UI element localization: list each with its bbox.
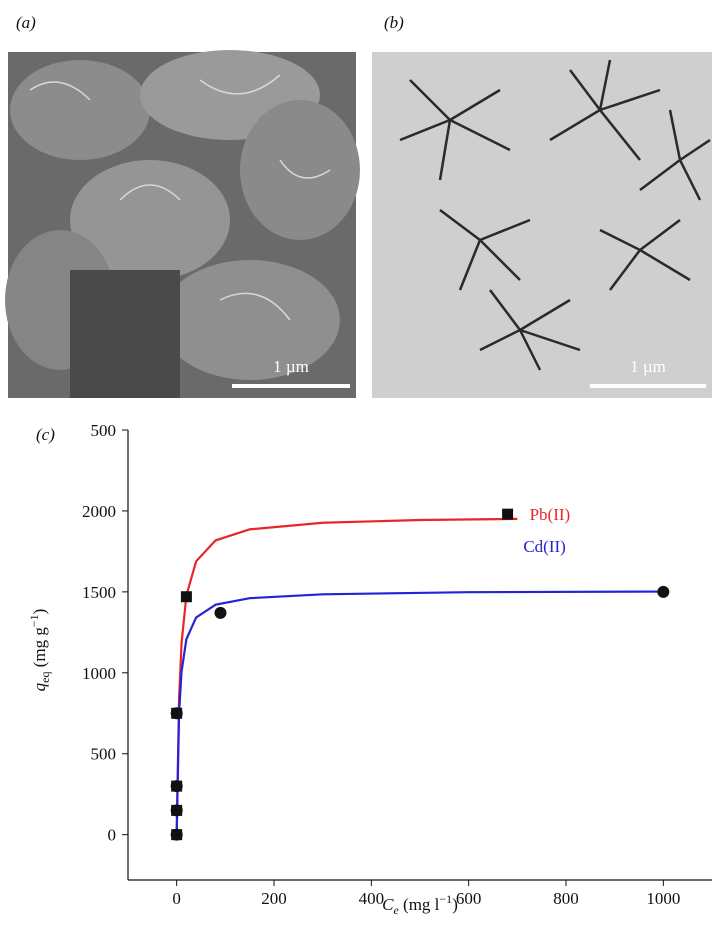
page: {"panels": {"a": {"label": "(a)", "scale… <box>0 0 713 928</box>
scale-bar-label: 1 µm <box>273 357 309 376</box>
y-tick-label: 0 <box>108 826 117 845</box>
series-label: Pb(II) <box>530 505 571 524</box>
x-tick-label: 200 <box>261 889 287 908</box>
label-part: (mg l <box>399 895 440 914</box>
sem-image: 1 µm <box>5 50 360 398</box>
figure: (a) (b) 1 µm 1 µm (c) Ce (mg l−1) qeq (m… <box>0 0 713 923</box>
x-tick-label: 0 <box>172 889 181 908</box>
label-part: eq <box>38 672 52 683</box>
point <box>214 607 226 619</box>
panel-label: (a) <box>16 13 36 32</box>
point <box>657 586 669 598</box>
y-tick-label: 1500 <box>82 583 116 602</box>
point <box>181 591 192 602</box>
label-part: ) <box>30 609 49 615</box>
point <box>171 804 183 816</box>
panel-label: (b) <box>384 13 404 32</box>
panel-label: (c) <box>36 425 55 444</box>
y-tick-label: 1000 <box>82 664 116 683</box>
label-part: −1 <box>439 892 452 906</box>
point <box>171 780 183 792</box>
x-tick-label: 400 <box>359 889 385 908</box>
x-tick-label: 800 <box>553 889 579 908</box>
x-tick-label: 1000 <box>646 889 680 908</box>
y-tick-label: 500 <box>91 421 117 440</box>
series-label: Cd(II) <box>523 537 565 556</box>
point <box>171 707 183 719</box>
y-tick-label: 2000 <box>82 502 116 521</box>
point <box>171 829 183 841</box>
label-part: −1 <box>27 614 41 627</box>
fit-line <box>177 592 664 835</box>
y-axis-label: qeq (mg g−1) <box>27 609 52 692</box>
x-tick-label: 600 <box>456 889 482 908</box>
y-tick-label: 500 <box>91 745 117 764</box>
scale-bar-label: 1 µm <box>630 357 666 376</box>
point <box>502 509 513 520</box>
fit-line <box>177 519 518 835</box>
x-axis-label: Ce (mg l−1) <box>382 892 458 917</box>
label-part: (mg g <box>30 627 49 672</box>
tem-image: 1 µm <box>372 52 712 398</box>
